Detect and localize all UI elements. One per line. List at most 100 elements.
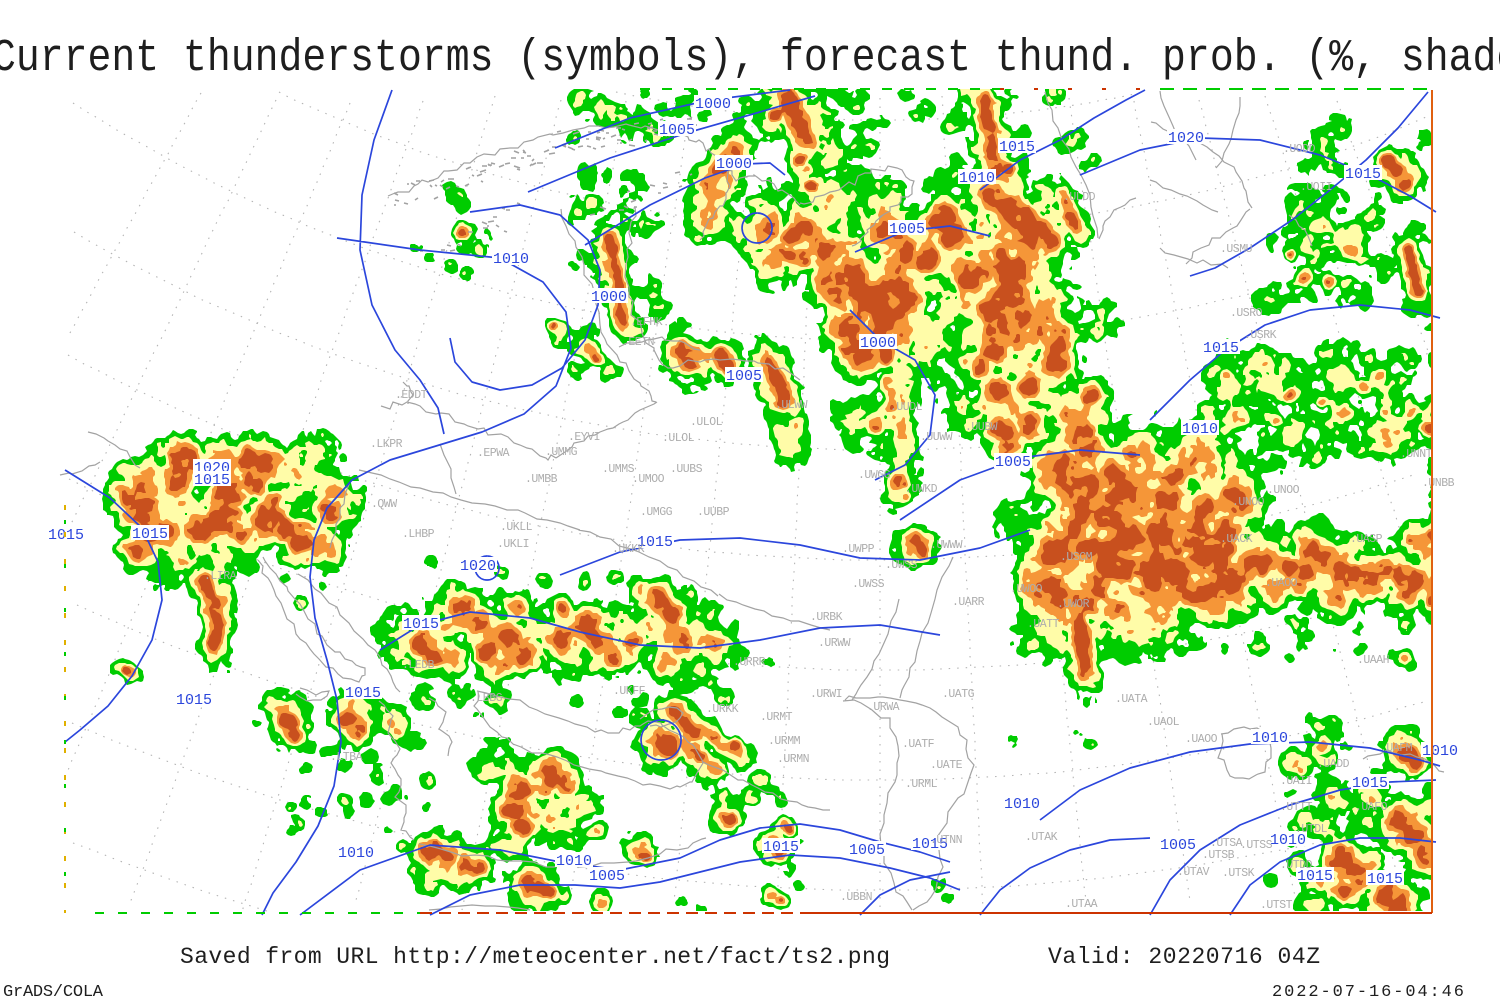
svg-text:1015: 1015	[763, 839, 799, 856]
svg-text:.EPWA: .EPWA	[477, 447, 510, 460]
svg-text:.UATE: .UATE	[930, 759, 963, 772]
svg-text:1020: 1020	[460, 558, 496, 575]
svg-text:.UWKD: .UWKD	[905, 483, 938, 496]
svg-text:.UTSB: .UTSB	[1202, 849, 1235, 862]
svg-text:.UKLL: .UKLL	[500, 521, 533, 534]
svg-text:.UATA: .UATA	[1115, 693, 1148, 706]
svg-text:.USRK: .USRK	[1244, 329, 1277, 342]
svg-text:1015: 1015	[1297, 868, 1333, 885]
svg-text:.UWOO: .UWOO	[1010, 583, 1043, 596]
svg-text:1005: 1005	[589, 868, 625, 885]
svg-text:1000: 1000	[591, 289, 627, 306]
svg-text:.UARR: .UARR	[952, 596, 985, 609]
svg-text:1015: 1015	[912, 836, 948, 853]
svg-text:.LHBP: .LHBP	[402, 528, 435, 541]
svg-text:.UTDL: .UTDL	[1295, 823, 1328, 836]
svg-text:.UKLI: .UKLI	[497, 538, 529, 551]
svg-text:.UMBB: .UMBB	[525, 473, 558, 486]
svg-text:.USMU: .USMU	[1220, 243, 1253, 256]
svg-text:Valid: 20220716 04Z: Valid: 20220716 04Z	[1048, 944, 1320, 970]
svg-text:.EETN: .EETN	[622, 336, 654, 349]
svg-text:.UUWW: .UUWW	[920, 431, 953, 444]
svg-text:.USRO: .USRO	[1230, 307, 1263, 320]
svg-text:.UMMG: .UMMG	[545, 446, 578, 459]
svg-text:.UUDL: .UUDL	[890, 401, 923, 414]
svg-text:.URMN: .URMN	[777, 753, 809, 766]
svg-text:.URML: .URML	[905, 778, 938, 791]
svg-text:.UATF: .UATF	[902, 738, 935, 751]
svg-text:1015: 1015	[1352, 775, 1388, 792]
svg-text:.EDDT: .EDDT	[395, 389, 428, 402]
svg-text:1015: 1015	[403, 616, 439, 633]
svg-text:.URWI: .URWI	[810, 688, 842, 701]
svg-text:.UTNN: .UTNN	[930, 834, 962, 847]
svg-text:1015: 1015	[1203, 340, 1239, 357]
svg-text:.LBBG: .LBBG	[470, 692, 503, 705]
svg-text:.UODD: .UODD	[1283, 143, 1316, 156]
svg-text:1015: 1015	[176, 692, 212, 709]
svg-text:1005: 1005	[849, 842, 885, 859]
svg-text:.UOII: .UOII	[1300, 181, 1332, 194]
svg-text:1010: 1010	[959, 170, 995, 187]
svg-text:.UUBW: .UUBW	[965, 421, 998, 434]
svg-text:.UMMS: .UMMS	[602, 463, 635, 476]
svg-text:.UNBB: .UNBB	[1422, 477, 1455, 490]
svg-text:.UTST: .UTST	[1260, 899, 1293, 912]
svg-text:.UTAA: .UTAA	[1065, 898, 1098, 911]
svg-text:.UTSK: .UTSK	[1222, 867, 1255, 880]
svg-text:.UTAV: .UTAV	[1177, 866, 1210, 879]
svg-text:.UADD: .UADD	[1317, 758, 1350, 771]
svg-text:.UTDD: .UTDD	[1280, 859, 1313, 872]
svg-text:1010: 1010	[493, 251, 529, 268]
svg-text:.UMOO: .UMOO	[632, 473, 665, 486]
svg-text:.UTAK: .UTAK	[1025, 831, 1058, 844]
svg-text:Saved from URL http://meteocen: Saved from URL http://meteocenter.net/fa…	[180, 944, 890, 970]
svg-text:1020: 1020	[1168, 130, 1204, 147]
svg-text:.LEDB: .LEDB	[402, 659, 435, 672]
svg-text:.UAOL: .UAOL	[1147, 716, 1180, 729]
svg-text:.UNOO: .UNOO	[1232, 496, 1265, 509]
svg-text:1010: 1010	[1270, 832, 1306, 849]
svg-text:.UWGG: .UWGG	[858, 469, 891, 482]
svg-text:.UWSS: .UWSS	[852, 578, 885, 591]
svg-text:1010: 1010	[338, 845, 374, 862]
svg-text:.UKKK: .UKKK	[612, 543, 645, 556]
svg-text:1000: 1000	[860, 335, 896, 352]
svg-text:.URMT: .URMT	[760, 711, 793, 724]
svg-text:1015: 1015	[132, 526, 168, 543]
svg-text:.UTTT: .UTTT	[1280, 801, 1313, 814]
svg-text:.ULWW: .ULWW	[775, 399, 808, 412]
svg-text:1015: 1015	[1367, 871, 1403, 888]
svg-text:.UWSS: .UWSS	[885, 559, 918, 572]
svg-text:1010: 1010	[1182, 421, 1218, 438]
svg-text:1015: 1015	[999, 139, 1035, 156]
svg-text:.UTSS: .UTSS	[1240, 839, 1273, 852]
svg-text:.UUBS: .UUBS	[670, 463, 703, 476]
svg-text:1015: 1015	[1345, 166, 1381, 183]
svg-text:.ULDD: .ULDD	[1063, 191, 1096, 204]
svg-text:1005: 1005	[889, 221, 925, 238]
svg-text:1015: 1015	[194, 472, 230, 489]
svg-text:2022-07-16-04:46: 2022-07-16-04:46	[1272, 983, 1464, 1000]
svg-text:.USCM: .USCM	[1060, 551, 1093, 564]
svg-text:1005: 1005	[1160, 837, 1196, 854]
svg-text:.UAOO: .UAOO	[1185, 733, 1218, 746]
svg-text:.LIRA: .LIRA	[204, 570, 237, 583]
svg-text:.UNOO: .UNOO	[1267, 484, 1300, 497]
svg-text:.ULOL: .ULOL	[662, 432, 695, 445]
svg-text:.UAAH: .UAAH	[1357, 654, 1389, 667]
svg-text:.UBBN: .UBBN	[840, 891, 872, 904]
svg-text:.UKFF: .UKFF	[613, 685, 646, 698]
svg-text:.UNNT: .UNNT	[1400, 448, 1433, 461]
svg-text:GrADS/COLA: GrADS/COLA	[3, 983, 104, 1000]
svg-text:.UASP: .UASP	[1350, 533, 1383, 546]
svg-text:.URMM: .URMM	[768, 735, 801, 748]
svg-text:.UAII: .UAII	[1280, 775, 1312, 788]
svg-text:1000: 1000	[716, 156, 752, 173]
svg-text:.UWPP: .UWPP	[842, 543, 875, 556]
svg-text:.UAFO: .UAFO	[1355, 801, 1388, 814]
svg-text:.EYVI: .EYVI	[568, 431, 600, 444]
svg-text:.URBK: .URBK	[810, 611, 843, 624]
svg-text:1010: 1010	[1004, 796, 1040, 813]
svg-text:.UATG: .UATG	[942, 688, 975, 701]
